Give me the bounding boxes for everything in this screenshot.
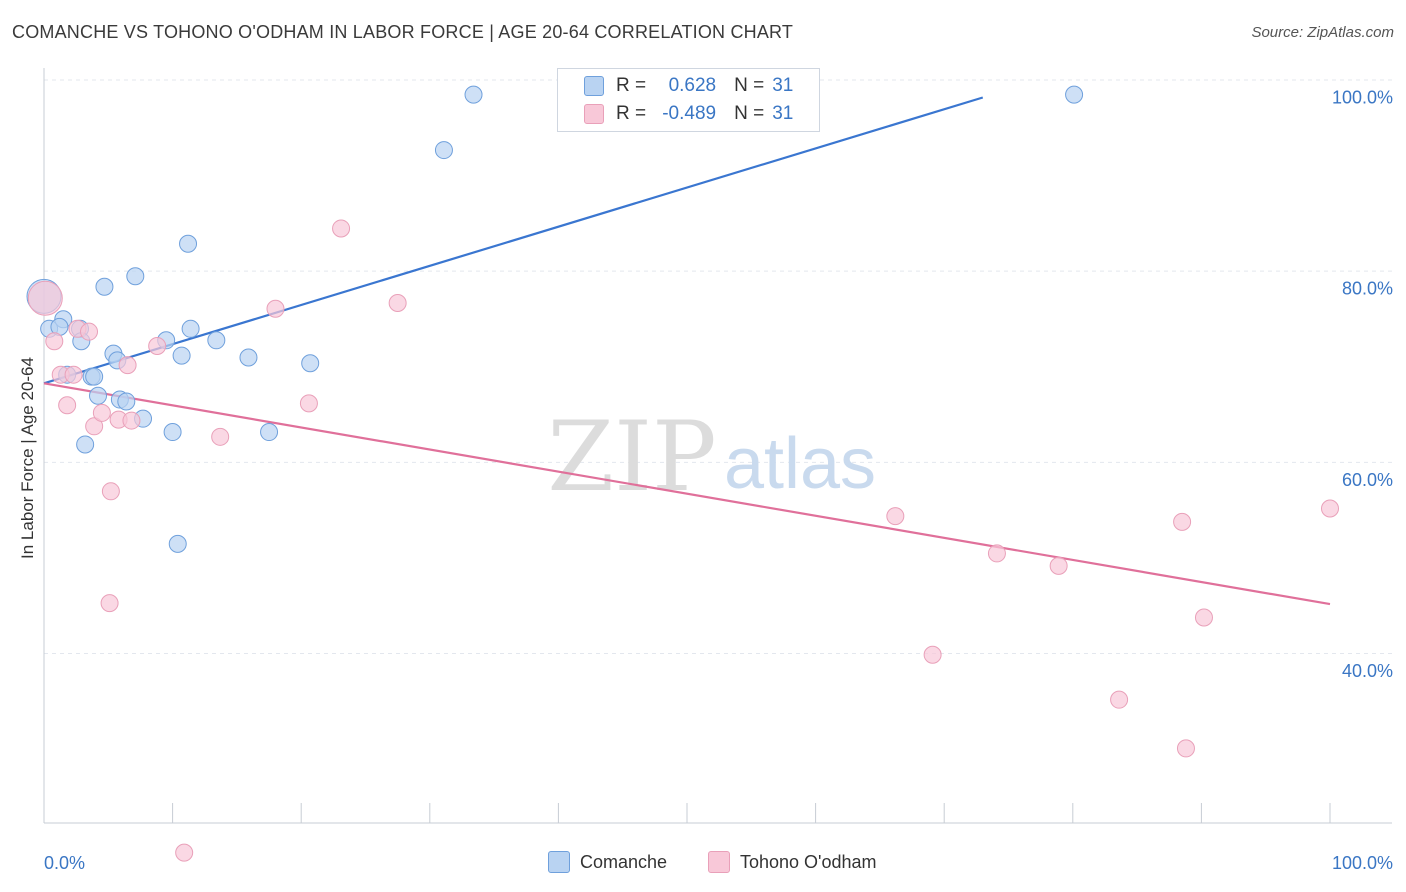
legend-swatch-pink [584, 104, 604, 124]
legend-r-value: 0.628 [668, 75, 717, 96]
point-comanche [207, 331, 226, 350]
point-comanche [95, 277, 114, 296]
tick-labels: 40.0% 60.0% 80.0% 100.0% 0.0% 100.0% [44, 88, 1393, 874]
point-tohono [1049, 556, 1068, 575]
legend-row-comanche: R = 0.628 N = 31 [558, 71, 793, 101]
point-tohono [148, 337, 167, 356]
y-tick-label: 60.0% [1342, 470, 1393, 490]
series-legend: Comanche Tohono O'odham [0, 851, 1406, 879]
point-tohono [987, 544, 1006, 563]
point-tohono [299, 394, 318, 413]
point-comanche [163, 423, 182, 442]
legend-row-tohono: R = -0.489 N = 31 [558, 99, 793, 129]
legend-swatch-blue [584, 76, 604, 96]
trend-lines [43, 96, 1331, 606]
point-tohono [1194, 608, 1213, 627]
point-tohono [64, 365, 83, 384]
axes [43, 68, 1392, 824]
y-tick-label: 40.0% [1342, 661, 1393, 681]
point-tohono [27, 280, 63, 316]
point-tohono [118, 356, 137, 375]
point-tohono [266, 299, 285, 318]
correlation-legend: R = 0.628 N = 31 R = -0.489 N = 31 [557, 68, 820, 132]
point-comanche [434, 141, 453, 160]
point-tohono [923, 645, 942, 664]
point-comanche [168, 534, 187, 553]
point-comanche [172, 346, 191, 365]
point-comanche [89, 386, 108, 405]
point-comanche [260, 423, 279, 442]
point-tohono [92, 403, 111, 422]
legend-swatch-tohono [708, 851, 730, 873]
watermark: ZIP atlas [547, 401, 876, 513]
point-comanche [1065, 85, 1084, 104]
point-tohono [1176, 739, 1195, 758]
point-tohono [101, 482, 120, 501]
point-tohono [886, 507, 905, 526]
point-tohono [332, 219, 351, 238]
point-tohono [80, 322, 99, 341]
point-tohono [85, 417, 104, 436]
y-axis-label: In Labor Force | Age 20-64 [18, 357, 37, 559]
legend-r-label: R = [616, 103, 647, 124]
legend-n-value: 31 [772, 103, 794, 124]
trend-line-tohono [43, 382, 1331, 606]
legend-label-tohono: Tohono O'odham [740, 851, 877, 872]
source-credit: Source: ZipAtlas.com [1251, 24, 1394, 41]
point-tohono [1173, 512, 1192, 531]
y-tick-label: 100.0% [1332, 88, 1393, 108]
point-tohono [388, 294, 407, 313]
point-tohono [122, 411, 141, 430]
point-tohono [1110, 690, 1129, 709]
legend-r-label: R = [616, 75, 647, 96]
point-comanche [76, 435, 95, 454]
data-points [26, 85, 1339, 862]
legend-label-comanche: Comanche [580, 851, 668, 872]
legend-swatch-comanche [548, 851, 570, 873]
point-comanche [181, 319, 200, 338]
point-tohono [175, 843, 194, 862]
x-tick-label: 100.0% [1332, 853, 1393, 873]
legend-item-comanche[interactable]: Comanche [548, 851, 667, 873]
point-tohono [100, 594, 119, 613]
point-comanche [301, 354, 320, 373]
legend-item-tohono[interactable]: Tohono O'odham [708, 851, 877, 873]
point-comanche [126, 267, 145, 286]
point-comanche [239, 348, 258, 367]
grid-lines [44, 79, 1392, 654]
point-tohono [45, 332, 64, 351]
legend-n-label: N = [734, 75, 765, 96]
legend-n-value: 31 [772, 75, 794, 96]
x-tick-label: 0.0% [44, 853, 85, 873]
point-tohono [58, 396, 77, 415]
legend-n-label: N = [734, 103, 765, 124]
point-tohono [211, 427, 230, 446]
point-tohono [1321, 499, 1339, 518]
chart-title: COMANCHE VS TOHONO O'ODHAM IN LABOR FORC… [12, 22, 794, 42]
legend-r-value: -0.489 [662, 103, 717, 124]
point-comanche [117, 392, 136, 411]
watermark-zip: ZIP [547, 401, 716, 513]
point-comanche [85, 367, 104, 386]
trend-line-comanche [43, 96, 984, 385]
point-comanche [464, 85, 483, 104]
watermark-atlas: atlas [724, 424, 876, 504]
y-tick-label: 80.0% [1342, 279, 1393, 299]
point-comanche [179, 234, 198, 253]
